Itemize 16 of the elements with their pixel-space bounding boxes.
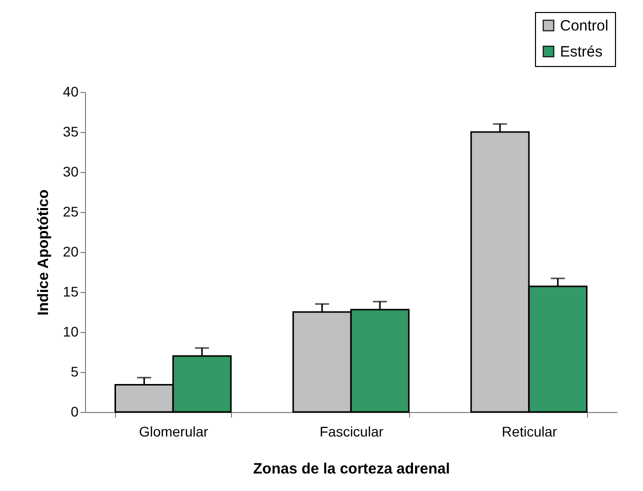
y-tick-label: 20 (62, 244, 79, 260)
x-tick-label: Reticular (502, 424, 558, 440)
y-axis-title: Indice Apoptótico (34, 189, 52, 316)
y-tick-label: 30 (62, 164, 79, 180)
y-tick-label: 5 (70, 364, 79, 380)
y-tick-label: 0 (70, 404, 79, 420)
y-tick-label: 25 (62, 204, 79, 220)
y-tick-label: 10 (62, 324, 79, 340)
y-tick-label: 35 (62, 124, 79, 140)
legend-label: Estrés (560, 44, 603, 60)
y-tick-label: 40 (62, 84, 79, 100)
x-tick-label: Glomerular (138, 424, 209, 440)
legend-label: Control (560, 18, 608, 34)
x-axis-title: Zonas de la corteza adrenal (253, 460, 450, 478)
y-tick-label: 15 (62, 284, 79, 300)
x-tick-label: Fascicular (320, 424, 384, 440)
